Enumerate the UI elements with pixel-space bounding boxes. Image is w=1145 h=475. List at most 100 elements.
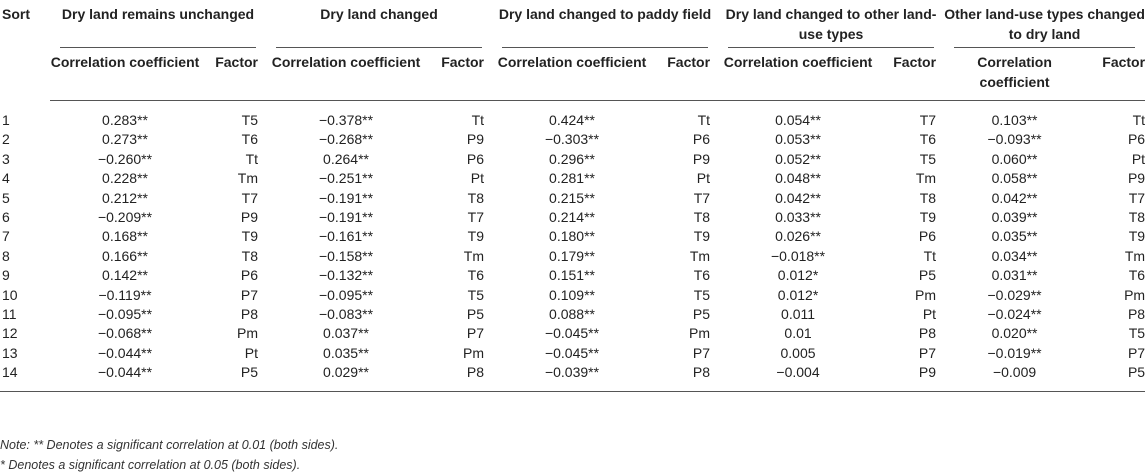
factor-cell: T8 xyxy=(241,247,259,264)
correlation-cell: 0.168** xyxy=(102,228,148,245)
factor-cell: P7 xyxy=(692,344,711,361)
factor-cell: Pm xyxy=(1124,286,1145,303)
sort-cell: 3 xyxy=(2,150,10,167)
factor-cell: P7 xyxy=(240,286,259,303)
table-body: 1 0.283** T5 −0.378** Tt 0.424** Tt 0.054** T7 0.… xyxy=(0,101,1145,392)
factor-cell: T8 xyxy=(693,209,711,226)
correlation-cell: −0.161** xyxy=(318,228,374,245)
correlation-cell: −0.268** xyxy=(318,131,374,148)
group-header: Dry land changed xyxy=(266,4,492,48)
factor-cell: P9 xyxy=(692,150,711,167)
correlation-cell: 0.281** xyxy=(549,170,595,187)
factor-cell: T6 xyxy=(919,131,937,148)
correlation-header: Correlation coefficient xyxy=(944,48,1086,101)
table-row: 9 0.142** P6 −0.132** T6 0.151** T6 0.012* P5 0.0… xyxy=(0,266,1145,285)
factor-cell: P7 xyxy=(466,325,485,342)
correlation-cell: −0.260** xyxy=(97,150,153,167)
factor-cell: T7 xyxy=(241,189,259,206)
correlation-cell: −0.019** xyxy=(987,344,1042,361)
table-row: 10 −0.119** P7 −0.095** T5 0.109** T5 0.012* Pm −… xyxy=(0,286,1145,305)
factor-header: Factor xyxy=(1085,48,1145,101)
correlation-cell: −0.209** xyxy=(97,209,153,226)
correlation-cell: 0.296** xyxy=(549,150,595,167)
factor-cell: P8 xyxy=(426,363,493,392)
factor-cell: Tt xyxy=(245,150,259,167)
table-row: 3 −0.260** Tt 0.264** P6 0.296** P9 0.052** T5 0.… xyxy=(0,150,1145,169)
correlation-cell: −0.024** xyxy=(987,306,1042,323)
sort-cell: 11 xyxy=(2,306,17,323)
correlation-cell: −0.004 xyxy=(718,363,879,392)
factor-cell: T5 xyxy=(467,286,485,303)
table-row: 12 −0.068** Pm 0.037** P7 −0.045** Pm 0.01 P8 0.0… xyxy=(0,324,1145,343)
factor-cell: Pm xyxy=(237,325,259,342)
correlation-cell: 0.026** xyxy=(775,228,821,245)
group-header: Dry land remains unchanged xyxy=(50,4,266,48)
factor-cell: T9 xyxy=(467,228,485,245)
factor-cell: P6 xyxy=(918,228,937,245)
factor-cell: T6 xyxy=(241,131,259,148)
correlation-cell: −0.044** xyxy=(50,363,200,392)
correlation-cell: 0.048** xyxy=(775,170,821,187)
correlation-cell: 0.035** xyxy=(323,344,369,361)
factor-cell: Pt xyxy=(470,170,485,187)
table-row: 11 −0.095** P8 −0.083** P5 0.088** P5 0.011 Pt −0… xyxy=(0,305,1145,324)
correlation-cell: −0.378** xyxy=(318,112,374,128)
correlation-header: Correlation coefficient xyxy=(718,48,879,101)
correlation-cell: −0.095** xyxy=(97,306,153,323)
correlation-cell: 0.179** xyxy=(549,247,595,264)
correlation-cell: −0.083** xyxy=(318,306,374,323)
factor-cell: P9 xyxy=(466,131,485,148)
correlation-cell: 0.042** xyxy=(775,189,821,206)
correlation-cell: 0.215** xyxy=(549,189,595,206)
table-row: 8 0.166** T8 −0.158** Tm 0.179** Tm −0.018** Tt 0… xyxy=(0,247,1145,266)
factor-cell: Pm xyxy=(689,325,711,342)
sort-cell: 4 xyxy=(2,170,10,187)
correlation-cell: 0.088** xyxy=(549,306,595,323)
factor-cell: P5 xyxy=(1085,363,1145,392)
correlation-cell: −0.039** xyxy=(492,363,653,392)
factor-cell: P9 xyxy=(878,363,945,392)
factor-cell: Tt xyxy=(923,247,937,264)
correlation-cell: 0.01 xyxy=(784,325,812,342)
group-header: Dry land changed to paddy field xyxy=(492,4,718,48)
factor-cell: T7 xyxy=(467,209,485,226)
correlation-cell: −0.093** xyxy=(987,131,1042,148)
factor-cell: P7 xyxy=(918,344,937,361)
factor-cell: Pt xyxy=(922,306,937,323)
correlation-cell: 0.264** xyxy=(323,150,369,167)
sort-cell: 12 xyxy=(2,325,18,342)
factor-cell: Tt xyxy=(1132,112,1145,128)
factor-cell: T7 xyxy=(693,189,711,206)
correlation-cell: 0.166** xyxy=(102,247,148,264)
factor-cell: Pt xyxy=(244,344,259,361)
table-row: 6 −0.209** P9 −0.191** T7 0.214** T8 0.033** T9 0… xyxy=(0,208,1145,227)
sort-cell: 7 xyxy=(2,228,10,245)
factor-cell: P5 xyxy=(918,267,937,284)
factor-cell: Tm xyxy=(689,247,711,264)
factor-cell: T8 xyxy=(1128,209,1145,226)
note-significance-005: * Denotes a significant correlation at 0… xyxy=(0,458,301,472)
factor-cell: P8 xyxy=(1127,306,1145,323)
correlation-cell: 0.212** xyxy=(102,189,148,206)
correlation-cell: 0.273** xyxy=(102,131,148,148)
table-row: 4 0.228** Tm −0.251** Pt 0.281** Pt 0.048** Tm 0.… xyxy=(0,169,1145,188)
sort-cell: 6 xyxy=(2,209,10,226)
correlation-cell: −0.018** xyxy=(770,247,826,264)
correlation-cell: −0.045** xyxy=(544,344,600,361)
factor-cell: Tm xyxy=(237,170,259,187)
factor-header: Factor xyxy=(652,48,719,101)
factor-cell: T6 xyxy=(467,267,485,284)
correlation-cell: 0.180** xyxy=(549,228,595,245)
factor-cell: P5 xyxy=(466,306,485,323)
correlation-cell: 0.228** xyxy=(102,170,148,187)
factor-cell: Tm xyxy=(463,247,485,264)
factor-cell: Pt xyxy=(1131,150,1145,167)
correlation-cell: −0.132** xyxy=(318,267,374,284)
correlation-cell: 0.037** xyxy=(323,325,369,342)
correlation-cell: −0.044** xyxy=(97,344,153,361)
correlation-cell: −0.095** xyxy=(318,286,374,303)
correlation-cell: 0.214** xyxy=(549,209,595,226)
factor-cell: P8 xyxy=(918,325,937,342)
correlation-header: Correlation coefficient xyxy=(492,48,653,101)
